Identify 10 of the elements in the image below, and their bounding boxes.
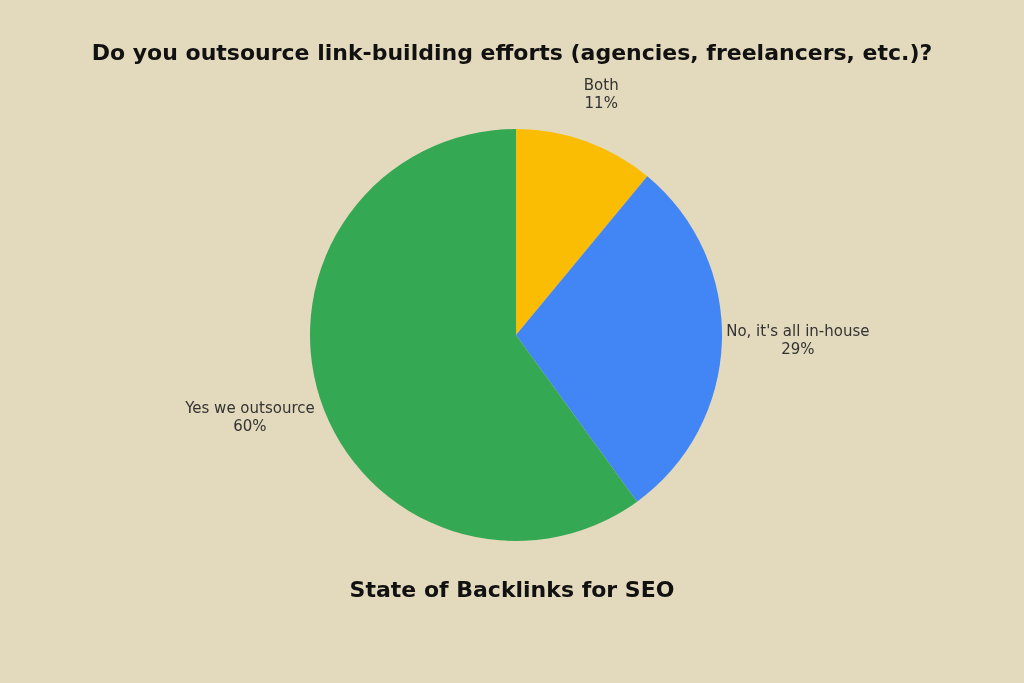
pie-slice xyxy=(516,176,722,502)
slice-label: No, it's all in-house xyxy=(726,321,870,340)
chart-title: Do you outsource link-building efforts (agencies, freelancers, etc.)? xyxy=(91,40,933,65)
text: State of Backlinks for SEO xyxy=(349,577,675,602)
data-label: 11% xyxy=(584,94,618,113)
slice-label: Both xyxy=(583,76,619,95)
slice-label: Yes we outsource xyxy=(184,399,315,418)
pie-slice xyxy=(516,129,648,335)
data-label: 60% xyxy=(233,417,267,436)
data-label: 29% xyxy=(781,339,815,358)
